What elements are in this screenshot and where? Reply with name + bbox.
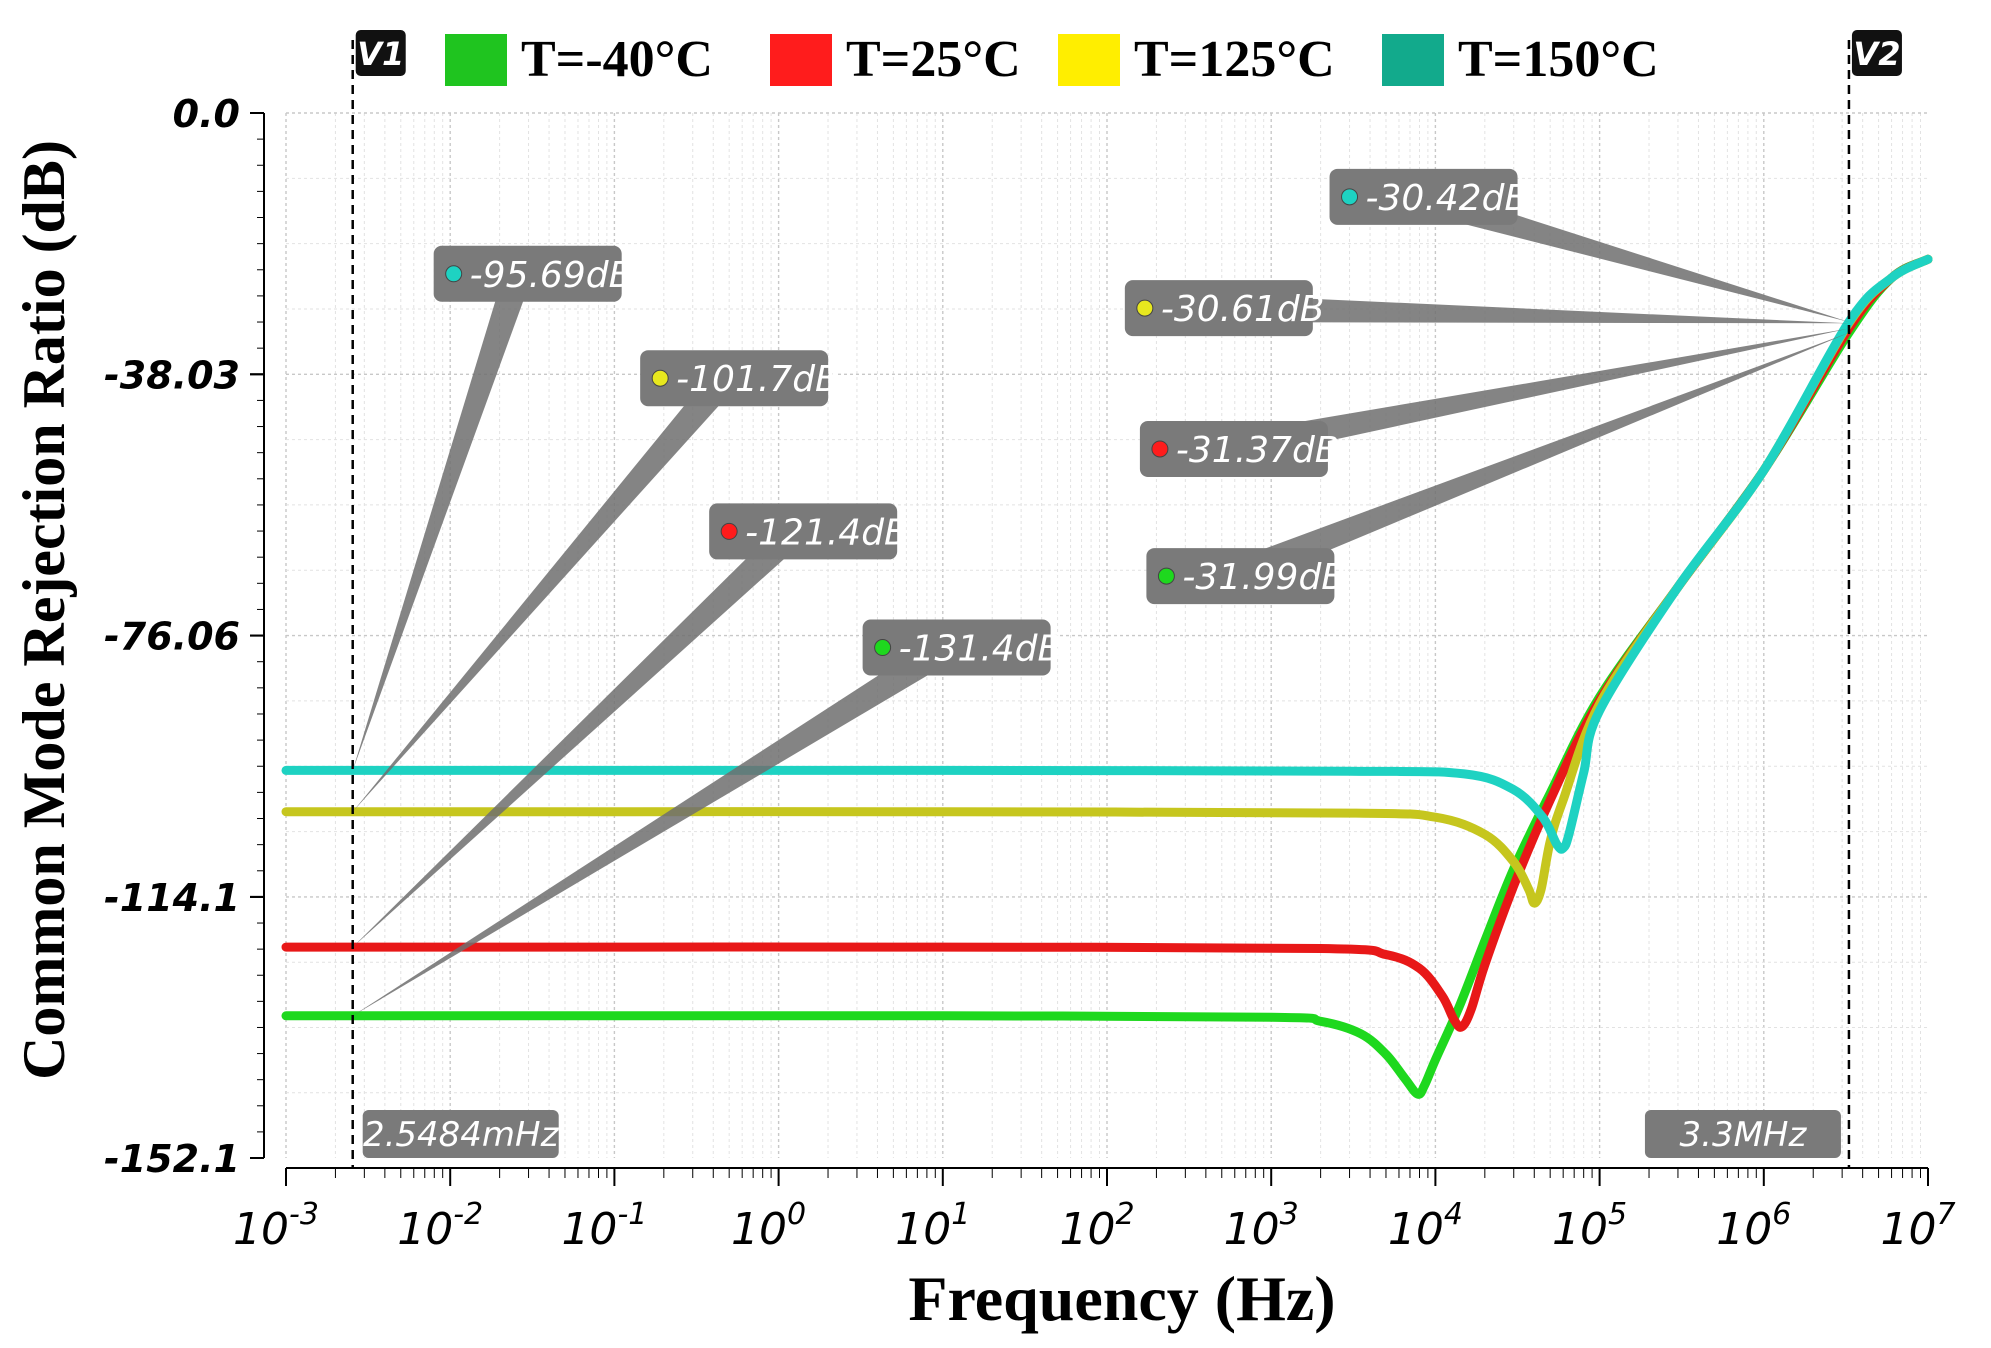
x-tick-base: 10 [233, 1204, 289, 1255]
annotation-label: -30.61dB [1161, 289, 1325, 330]
annotation-label: -101.7dB [676, 359, 840, 400]
cursor-value-label-v2: 3.3MHz [1680, 1115, 1808, 1155]
x-tick-base: 10 [1224, 1204, 1280, 1255]
x-tick-exponent: -1 [617, 1197, 647, 1232]
annotation-box [1124, 280, 1313, 337]
cursor-badge-v2 [1851, 30, 1902, 76]
x-tick-exponent: 3 [1280, 1197, 1299, 1232]
legend-label-1: T=25°C [846, 31, 1021, 88]
y-tick-label: 0.0 [173, 92, 240, 136]
y-tick-label: -76.06 [104, 615, 240, 659]
y-tick-label: -114.1 [104, 876, 240, 920]
annotation-box [709, 503, 898, 560]
x-tick-exponent: 4 [1444, 1197, 1463, 1232]
x-tick-base: 10 [1716, 1204, 1772, 1255]
annotation-leader [1209, 294, 1849, 324]
annotation-leader [352, 521, 804, 948]
annotations: -95.69dB -101.7dB -121.4dB -131.4dB -30.42dB… [352, 168, 1849, 1016]
annotation-leader [352, 369, 736, 812]
annotation-leader [352, 269, 532, 771]
cursor-label-v1: V1 [357, 35, 404, 73]
x-tick-base: 10 [561, 1204, 617, 1255]
annotation-box [862, 619, 1051, 676]
x-axis-label: Frequency (Hz) [908, 1263, 1335, 1334]
annotation-label: -121.4dB [745, 512, 909, 553]
x-tick-label: 101 [895, 1197, 970, 1255]
legend-label-3: T=150°C [1458, 31, 1659, 88]
x-tick-label: 105 [1552, 1197, 1627, 1255]
annotation-label: -30.42dB [1366, 178, 1530, 219]
annotation-box [1139, 420, 1328, 477]
y-tick-label: -38.03 [104, 353, 240, 397]
series-line-3 [281, 254, 1933, 854]
annotation-box [1146, 548, 1335, 605]
series-group [281, 254, 1933, 1099]
cursor-value-label-v1: 2.5484mHz [363, 1115, 560, 1155]
annotation-dot [651, 369, 669, 387]
cursor-value-box-v2 [1644, 1110, 1841, 1158]
legend-swatch-0 [445, 34, 507, 86]
legend-label-2: T=125°C [1134, 31, 1335, 88]
y-axis-label: Common Mode Rejection Ratio (dB) [11, 140, 77, 1080]
x-tick-exponent: 5 [1608, 1197, 1627, 1232]
annotation-dot [720, 522, 738, 540]
x-tick-label: 10-3 [233, 1197, 319, 1255]
annotation-leader [1225, 332, 1849, 590]
x-tick-label: 10-1 [561, 1197, 647, 1255]
annotation-box [640, 350, 829, 407]
x-tick-base: 10 [1552, 1204, 1608, 1255]
annotation-label: -31.99dB [1182, 557, 1346, 598]
x-tick-exponent: 1 [951, 1197, 970, 1232]
annotation-leader [352, 635, 955, 1016]
x-tick-base: 10 [1059, 1204, 1115, 1255]
x-tick-label: 106 [1716, 1197, 1791, 1255]
annotation-dot [445, 265, 463, 283]
axes: 0.0-38.03-76.06-114.1-152.110-3 10-2 10-1 1… [104, 92, 1956, 1255]
annotation-dot [874, 639, 892, 657]
annotation-dot [1341, 188, 1359, 206]
y-tick-label: -152.1 [104, 1137, 240, 1181]
annotation-leader [1221, 328, 1849, 463]
annotation-dot [1136, 299, 1154, 317]
annotation-label: -31.37dB [1176, 430, 1340, 471]
x-tick-exponent: 2 [1115, 1197, 1134, 1232]
annotation-dot [1157, 567, 1175, 585]
legend: T=-40°C T=25°C T=125°C T=150°C [445, 31, 1659, 88]
legend-swatch-2 [1058, 34, 1120, 86]
x-tick-label: 102 [1059, 1197, 1134, 1255]
x-tick-exponent: 7 [1936, 1197, 1955, 1232]
x-tick-base: 10 [1388, 1204, 1444, 1255]
x-tick-label: 103 [1224, 1197, 1299, 1255]
x-tick-base: 10 [731, 1204, 787, 1255]
annotation-leader [1410, 183, 1849, 322]
legend-label-0: T=-40°C [521, 31, 713, 88]
cursor-badge-v1 [355, 30, 406, 76]
x-tick-label: 107 [1880, 1197, 1955, 1255]
x-tick-label: 100 [731, 1197, 806, 1255]
x-tick-exponent: -3 [289, 1197, 319, 1232]
x-tick-base: 10 [895, 1204, 951, 1255]
annotation-box [1329, 168, 1518, 225]
x-tick-exponent: 0 [787, 1197, 806, 1232]
x-tick-base: 10 [1880, 1204, 1936, 1255]
annotation-label: -131.4dB [899, 629, 1063, 670]
cursors: V1 2.5484mHz V2 3.3MHz [351, 30, 1902, 1168]
legend-swatch-1 [770, 34, 832, 86]
annotation-label: -95.69dB [470, 255, 634, 296]
x-tick-exponent: 6 [1772, 1197, 1791, 1232]
annotation-box [433, 245, 622, 302]
x-tick-base: 10 [397, 1204, 453, 1255]
x-tick-exponent: -2 [453, 1197, 483, 1232]
x-tick-label: 104 [1388, 1197, 1463, 1255]
x-tick-label: 10-2 [397, 1197, 483, 1255]
cursor-value-box-v1 [362, 1110, 559, 1158]
cursor-label-v2: V2 [1853, 35, 1900, 73]
annotation-dot [1151, 440, 1169, 458]
legend-swatch-3 [1382, 34, 1444, 86]
